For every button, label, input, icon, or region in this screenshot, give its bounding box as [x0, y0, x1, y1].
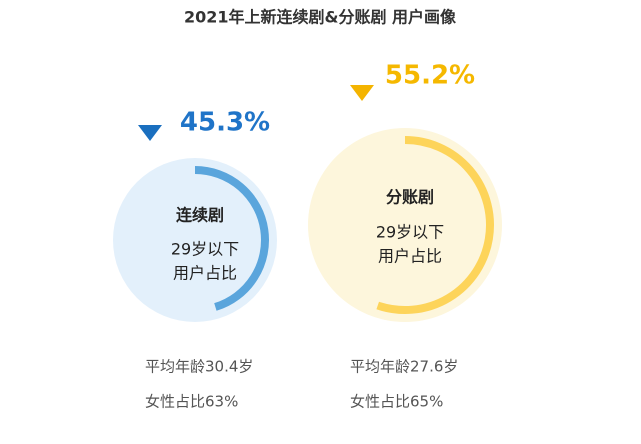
- gauge-arc: [376, 136, 494, 314]
- value-label: 45.3%: [180, 108, 270, 138]
- gauge-subtitle: 用户占比: [378, 247, 442, 266]
- gauge-background: [308, 128, 502, 322]
- gauge-title: 连续剧: [176, 206, 224, 225]
- gauge-subtitle: 用户占比: [173, 264, 237, 283]
- note: 平均年龄30.4岁: [145, 358, 253, 376]
- gauge-subtitle: 29岁以下: [376, 223, 444, 242]
- note: 女性占比65%: [350, 393, 443, 411]
- marker-triangle: [138, 125, 162, 141]
- note: 平均年龄27.6岁: [350, 358, 458, 376]
- gauge-subtitle: 29岁以下: [171, 240, 239, 259]
- note: 女性占比63%: [145, 393, 238, 411]
- gauge-arc: [194, 166, 269, 311]
- gauge-title: 分账剧: [386, 188, 434, 207]
- gauge-background: [113, 158, 277, 322]
- marker-triangle: [350, 85, 374, 101]
- value-label: 55.2%: [385, 61, 475, 91]
- page-title: 2021年上新连续剧&分账剧 用户画像: [184, 8, 457, 27]
